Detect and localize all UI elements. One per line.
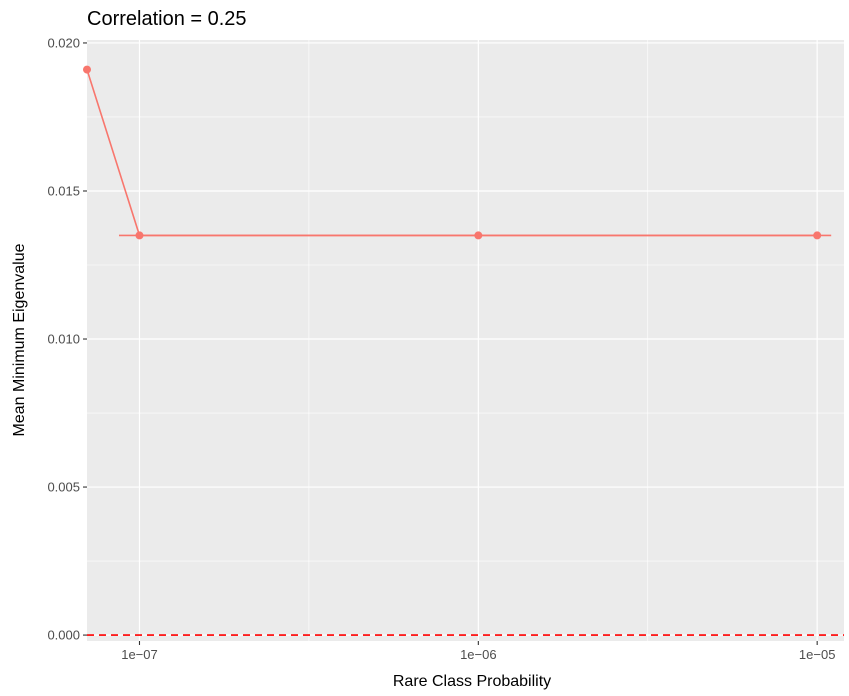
chart-title: Correlation = 0.25 bbox=[87, 8, 247, 30]
plot-panel bbox=[87, 40, 844, 641]
x-axis-title: Rare Class Probability bbox=[393, 673, 551, 690]
series-group bbox=[83, 65, 832, 240]
y-tick-label: 0.015 bbox=[47, 183, 80, 198]
data-point bbox=[83, 65, 91, 74]
data-point bbox=[813, 231, 822, 240]
data-point bbox=[135, 231, 144, 240]
x-tick-label: 1e−05 bbox=[799, 647, 836, 662]
y-tick-label: 0.020 bbox=[47, 35, 80, 50]
series-line bbox=[86, 69, 818, 237]
y-tick-label: 0.010 bbox=[47, 332, 80, 347]
x-tick-label: 1e−07 bbox=[121, 647, 158, 662]
data-point bbox=[474, 231, 483, 240]
y-tick-label: 0.005 bbox=[47, 480, 80, 495]
y-tick-label: 0.000 bbox=[47, 628, 80, 643]
grid bbox=[87, 40, 844, 641]
y-axis-title: Mean Minimum Eigenvalue bbox=[11, 243, 28, 436]
axes-group: 0.000 0.005 0.010 0.015 0.020 1e−07 1e−06 1e−05 bbox=[47, 35, 835, 662]
x-tick-label: 1e−06 bbox=[460, 647, 497, 662]
